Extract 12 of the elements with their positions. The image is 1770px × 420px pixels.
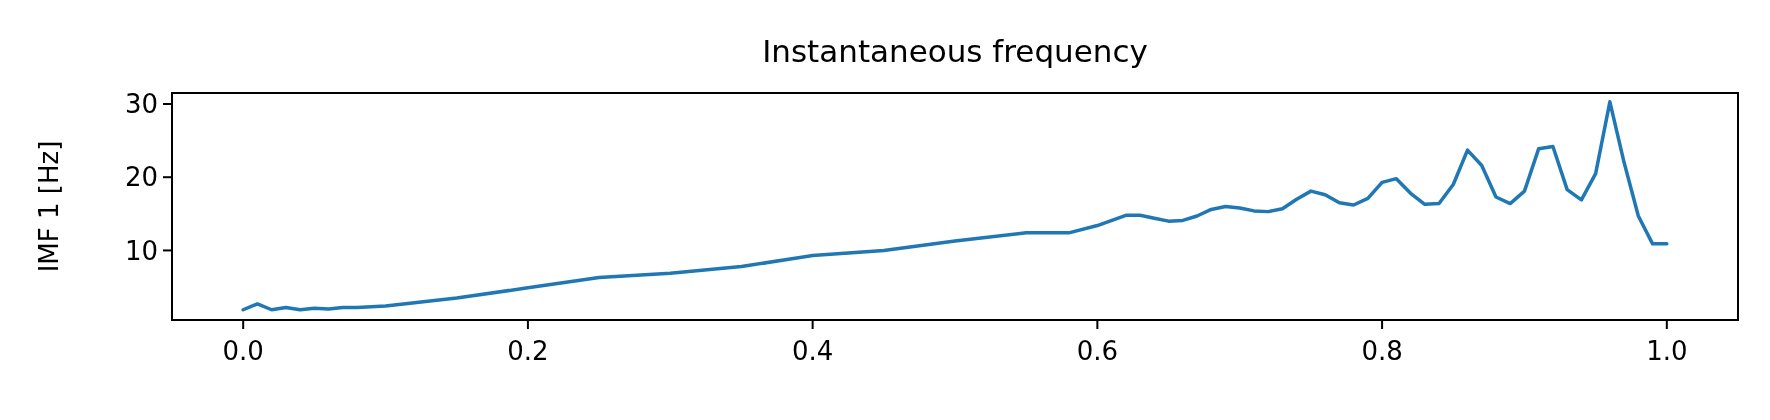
x-tick-label: 0.0 xyxy=(222,336,264,366)
y-tick-label: 20 xyxy=(124,162,158,193)
x-tick-label: 0.6 xyxy=(1076,336,1119,366)
x-tick-label: 0.8 xyxy=(1361,336,1403,366)
y-axis-title: IMF 1 [Hz] xyxy=(34,140,64,273)
x-tick-label: 0.2 xyxy=(507,336,549,366)
chart-title: Instantaneous frequency xyxy=(762,33,1148,69)
x-tick-label: 0.4 xyxy=(791,336,834,366)
line-series xyxy=(241,100,1669,312)
y-tick-label: 30 xyxy=(124,89,158,120)
y-tick-label: 10 xyxy=(124,235,158,266)
x-tick-label: 1.0 xyxy=(1646,336,1688,366)
